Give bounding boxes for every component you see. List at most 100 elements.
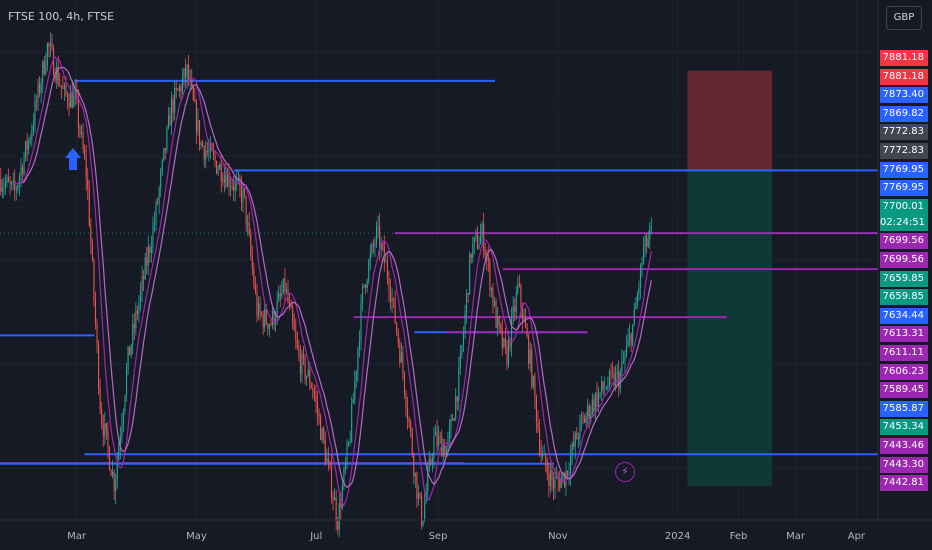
- candle-body: [0, 179, 2, 192]
- price-label: 7611.11: [880, 345, 928, 361]
- candle-body: [450, 418, 452, 428]
- candle-body: [62, 87, 64, 89]
- lightning-icon[interactable]: ⚡: [615, 462, 635, 482]
- take-profit-zone: [687, 170, 772, 486]
- candle-body: [184, 68, 187, 78]
- candle-body: [299, 355, 301, 375]
- horizontal-levels[interactable]: [0, 79, 878, 465]
- candle-body: [413, 455, 415, 477]
- candle-body: [247, 222, 249, 225]
- candle-body: [619, 372, 621, 389]
- candle-body: [28, 139, 30, 150]
- candle-body: [14, 180, 16, 190]
- x-tick-label: Jul: [309, 531, 322, 542]
- x-tick-label: Sep: [429, 531, 448, 542]
- candle-body: [79, 126, 81, 134]
- candle-body: [194, 99, 196, 102]
- candle-body: [26, 141, 28, 150]
- candle-body: [48, 43, 50, 46]
- candle-body: [259, 303, 261, 313]
- candle-body: [424, 502, 426, 521]
- currency-button[interactable]: GBP: [886, 6, 922, 30]
- candle-body: [76, 89, 78, 99]
- candle-body: [379, 225, 381, 250]
- candle-body: [531, 349, 533, 387]
- candle-body: [362, 286, 364, 303]
- candle-body: [622, 360, 624, 362]
- candle-body: [365, 284, 367, 288]
- candle-body: [68, 102, 70, 108]
- candle-body: [166, 127, 168, 151]
- candle-body: [467, 293, 469, 295]
- candle-body: [155, 202, 157, 223]
- candle-body: [42, 61, 44, 83]
- candle-body: [391, 298, 393, 302]
- candle-body: [542, 454, 544, 457]
- candle-body: [323, 428, 325, 441]
- candle-body: [588, 405, 590, 420]
- candle-body: [34, 101, 36, 125]
- candle-body: [556, 476, 558, 478]
- candle-body: [371, 244, 373, 254]
- candle-body: [320, 416, 322, 441]
- candle-body: [497, 316, 499, 328]
- candle-body: [396, 323, 398, 333]
- candle-body: [121, 424, 123, 437]
- candle-body: [236, 180, 238, 182]
- candle-body: [222, 181, 224, 183]
- candle-body: [29, 139, 31, 141]
- candle-body: [178, 86, 180, 91]
- candle-body: [248, 222, 250, 235]
- candle-body: [340, 503, 342, 509]
- candle-body: [307, 370, 309, 377]
- candle-body: [421, 496, 423, 526]
- candle-body: [430, 459, 432, 463]
- candle-body: [157, 202, 159, 204]
- candle-body: [338, 503, 340, 530]
- candle-body: [573, 443, 575, 447]
- candle-body: [335, 497, 337, 521]
- candle-body: [563, 472, 565, 486]
- candle-body: [132, 323, 134, 345]
- candle-body: [598, 393, 600, 407]
- candle-body: [163, 148, 165, 160]
- x-tick-label: Nov: [548, 531, 568, 542]
- candle-body: [125, 369, 128, 396]
- candle-body: [501, 328, 503, 348]
- candle-body: [646, 235, 648, 247]
- candle-body: [112, 471, 114, 477]
- candle-body: [226, 172, 229, 187]
- candle-body: [298, 347, 300, 356]
- candle-body: [180, 86, 182, 92]
- candle-body: [647, 239, 649, 247]
- candle-body: [388, 277, 390, 291]
- candle-body: [45, 65, 47, 74]
- candle-body: [438, 436, 440, 446]
- candle-body: [372, 244, 374, 247]
- candle-body: [615, 373, 617, 387]
- price-label: 7613.31: [880, 326, 928, 343]
- candle-body: [596, 393, 598, 407]
- candle-body: [512, 306, 514, 316]
- candle-body: [191, 79, 193, 87]
- candle-body: [380, 243, 382, 250]
- candle-body: [616, 371, 618, 374]
- candle-body: [611, 372, 614, 374]
- price-label: 7606.23: [880, 363, 928, 380]
- candle-body: [635, 304, 637, 310]
- candle-body: [481, 223, 483, 235]
- candle-body: [455, 396, 457, 419]
- candle-body: [456, 396, 458, 402]
- price-label: 7442.81: [880, 475, 928, 492]
- candle-body: [487, 258, 489, 261]
- candle-body: [562, 472, 564, 478]
- candle-body: [411, 432, 413, 456]
- candle-body: [144, 257, 146, 280]
- candle-body: [514, 306, 516, 312]
- candle-body: [122, 411, 124, 425]
- candle-body: [175, 88, 177, 90]
- candle-body: [348, 442, 350, 445]
- candle-body: [627, 338, 629, 347]
- candle-body: [212, 150, 215, 155]
